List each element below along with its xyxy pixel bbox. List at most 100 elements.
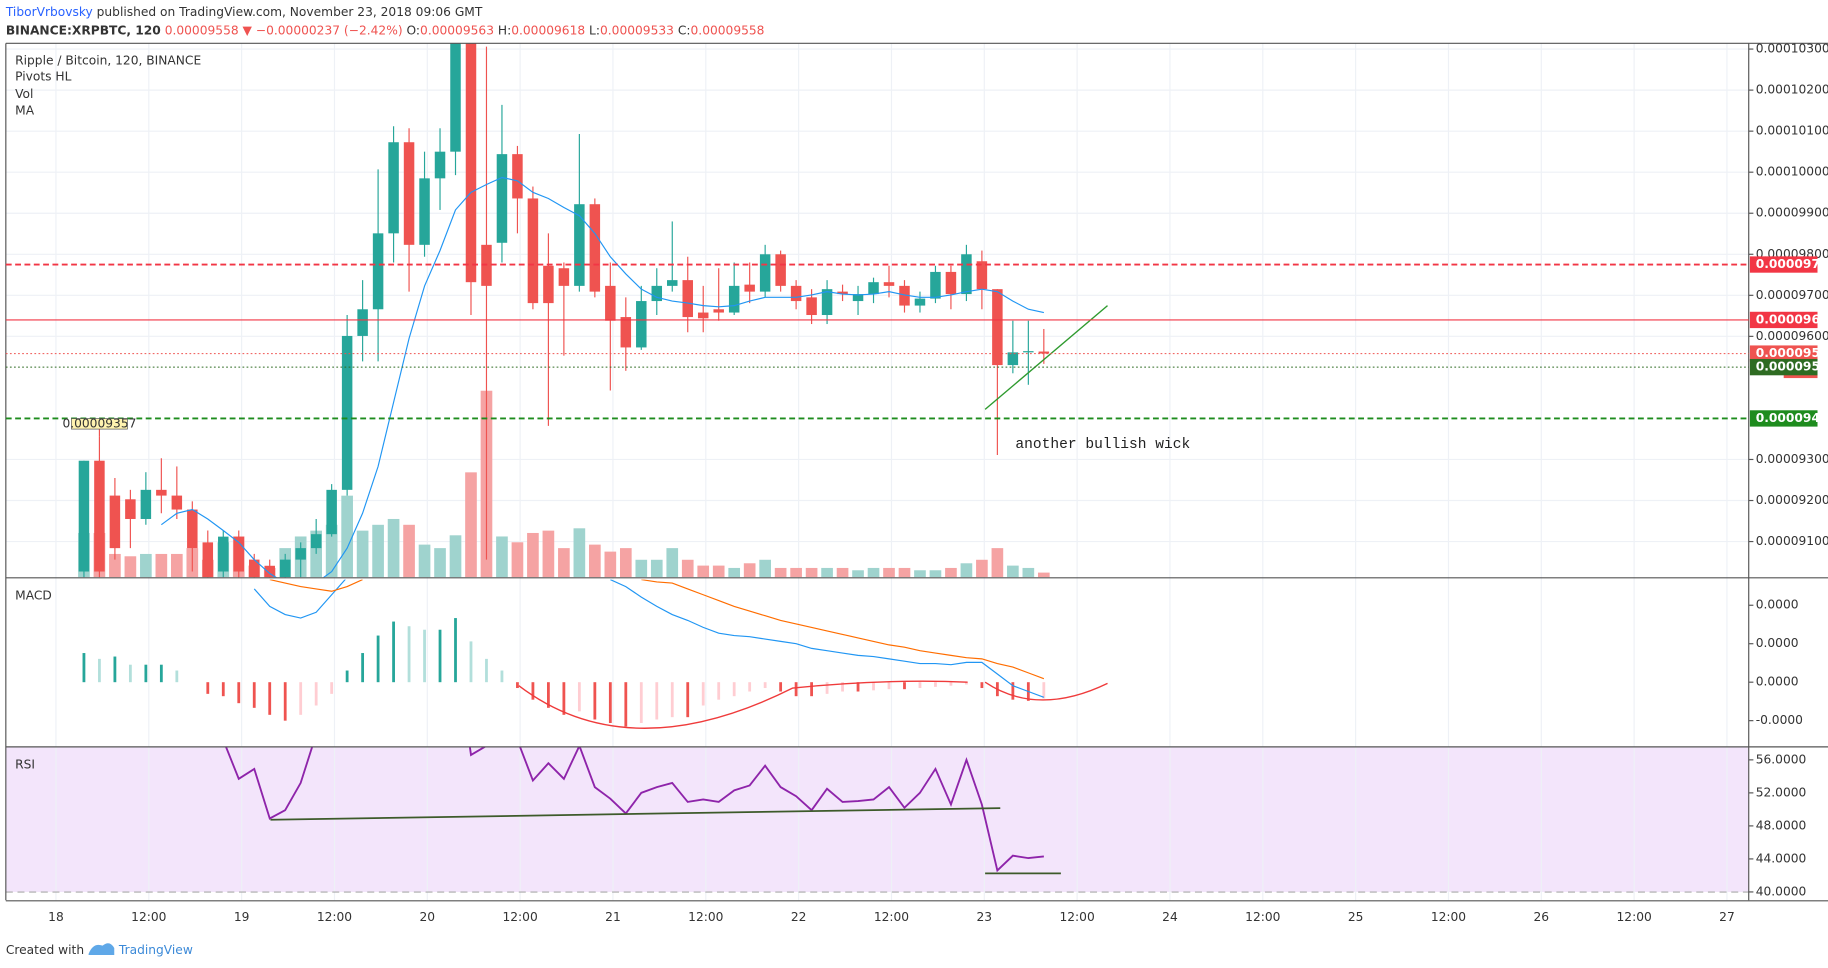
candle-body [326, 489, 337, 535]
trend-line [984, 305, 1108, 410]
pivot-label: 0.00009357 [62, 416, 136, 430]
volume-bar [976, 559, 988, 578]
publish-line: TiborVrbovsky published on TradingView.c… [5, 4, 483, 18]
volume-bar [109, 553, 121, 578]
macd-histogram-bar [670, 682, 674, 718]
volume-bar [325, 524, 338, 578]
macd-histogram-bar [779, 682, 783, 692]
x-tick-label: 24 [1162, 910, 1178, 924]
volume-bar [743, 563, 756, 578]
volume-bar [774, 567, 787, 578]
volume-bar [589, 544, 601, 578]
candle-body [109, 495, 121, 549]
macd-histogram-bar [407, 626, 411, 683]
macd-histogram-bar [965, 682, 968, 685]
candle-body [883, 282, 895, 286]
macd-histogram-bar [98, 658, 101, 683]
candle-body [945, 271, 957, 295]
volume-bar [929, 570, 942, 578]
y-tick-label: 40.0000 [1756, 884, 1807, 898]
volume-bar [496, 536, 508, 578]
candle-body [868, 282, 879, 295]
annotation: another bullish wick [1015, 437, 1190, 453]
y-tick-label: 44.0000 [1756, 851, 1807, 865]
candle-body [419, 178, 430, 245]
macd-histogram-bar [454, 618, 457, 683]
macd-histogram-bar [314, 682, 318, 706]
volume-bar [898, 567, 911, 578]
macd-histogram-bar [376, 635, 380, 683]
candle-body [187, 509, 198, 549]
macd-histogram-bar [686, 682, 690, 718]
macd-histogram-bar [516, 682, 519, 689]
volume-bar [650, 559, 663, 578]
candle-body [125, 499, 136, 519]
volume-bar [619, 548, 632, 578]
macd-histogram-bar [794, 682, 798, 697]
macd-line [253, 579, 1045, 698]
candle-body [697, 312, 709, 319]
macd-histogram-bar [221, 682, 225, 697]
macd-histogram-bar [547, 682, 550, 708]
macd-histogram-bar [237, 682, 241, 704]
y-tick-label: 0.00009300 [1756, 452, 1828, 466]
y-tick-label: 0.00009900 [1756, 206, 1828, 220]
candle-body [992, 289, 1003, 366]
last-price: 0.00009558 [165, 23, 239, 37]
y-tick-label: 52.0000 [1756, 785, 1807, 799]
x-tick-label: 12:00 [1059, 910, 1094, 924]
chart-title: Ripple / Bitcoin, 120, BINANCE [15, 53, 201, 67]
candle-body [605, 285, 616, 321]
candle-body [620, 317, 632, 348]
candle-body [527, 198, 539, 304]
ohlc-value: 0.00009563 [420, 23, 494, 37]
candle-body [558, 268, 570, 286]
change: −0.00000237 (−2.42%) [256, 23, 403, 37]
price-level-label: 0.00009525 [1756, 360, 1828, 374]
macd-histogram-bar [717, 682, 721, 700]
y-tick-label: 0.00010000 [1756, 165, 1828, 179]
candle-body [357, 309, 368, 336]
footer-brand[interactable]: TradingView [118, 943, 193, 957]
x-tick-label: 12:00 [502, 910, 537, 924]
candle-body [636, 301, 647, 348]
volume-bar [527, 532, 539, 578]
author[interactable]: TiborVrbovsky [5, 4, 93, 18]
x-tick-label: 18 [48, 910, 64, 924]
indicator-name: MA [15, 103, 35, 117]
y-tick-label: 0.00009100 [1756, 534, 1828, 548]
volume-bar [635, 559, 648, 578]
x-tick-label: 19 [234, 910, 250, 924]
price-level-tag [1749, 358, 1818, 376]
macd-histogram-bar [1042, 682, 1046, 699]
candle-body [94, 460, 105, 572]
volume-bar [759, 559, 771, 578]
x-tick-label: 12:00 [1245, 910, 1280, 924]
candle-body [496, 154, 508, 243]
volume-bar [403, 524, 415, 578]
rsi-trend-line [270, 807, 1001, 821]
macd-histogram-bar [887, 682, 891, 690]
volume-bar [805, 567, 818, 578]
macd-histogram-bar [934, 682, 937, 687]
y-tick-label: 0.0000 [1756, 675, 1799, 689]
candle-body [202, 542, 214, 578]
x-tick-label: 21 [605, 910, 621, 924]
volume-bar [542, 530, 555, 578]
candle-body [434, 151, 446, 179]
y-tick-label: 0.00009700 [1756, 288, 1828, 302]
x-tick-label: 12:00 [131, 910, 166, 924]
macd-histogram-bar [562, 682, 566, 715]
macd-histogram-bar [1011, 682, 1015, 700]
candle-body [156, 489, 167, 496]
macd-histogram-bar [159, 664, 163, 683]
x-tick-label: 22 [791, 910, 807, 924]
volume-bar [821, 567, 833, 578]
volume-bar [991, 548, 1004, 578]
price-level-tag [1749, 345, 1818, 362]
candle-body [806, 297, 817, 316]
published: published on TradingView.com, November 2… [97, 4, 483, 18]
macd-histogram-bar [593, 682, 597, 720]
volume-bar [372, 524, 384, 578]
volume-bar [681, 559, 694, 578]
